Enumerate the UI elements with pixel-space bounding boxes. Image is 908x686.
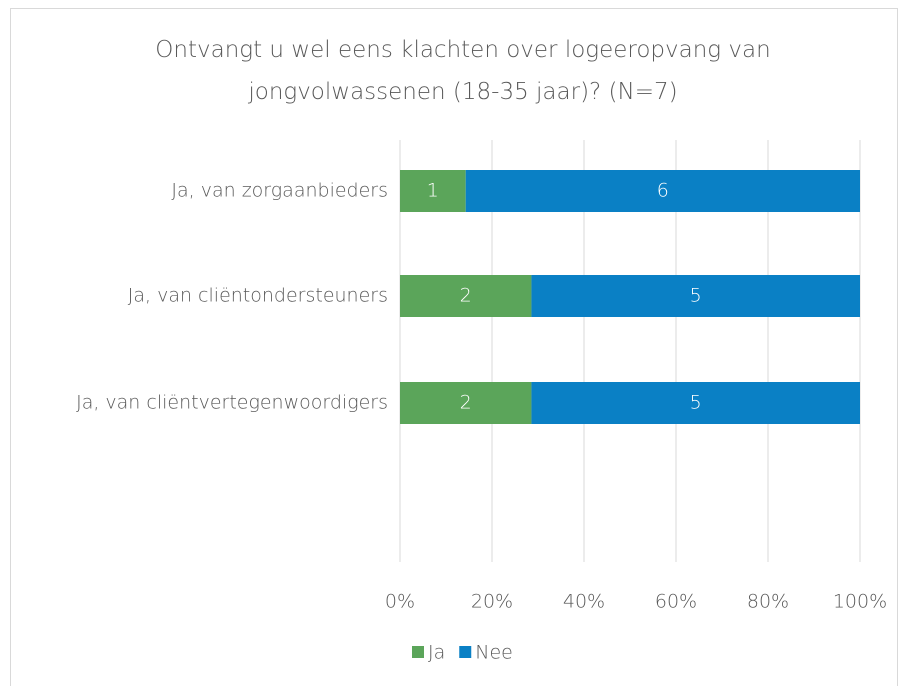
data-label: 2	[460, 392, 472, 414]
legend-label: Ja	[428, 642, 445, 664]
data-label: 1	[427, 180, 439, 202]
y-tick-label: Ja, van cliëntvertegenwoordigers	[76, 392, 388, 414]
x-tick-label: 20%	[471, 591, 513, 613]
title-line: Ontvangt u wel eens klachten over logeer…	[155, 37, 770, 63]
chart-border	[10, 8, 898, 686]
legend-label: Nee	[475, 642, 513, 664]
chart-title: Ontvangt u wel eens klachten over logeer…	[155, 37, 770, 105]
bar-segment	[400, 382, 532, 424]
bar-segment	[400, 275, 532, 317]
x-tick-label: 80%	[747, 591, 789, 613]
y-tick-label: Ja, van cliëntondersteuners	[128, 285, 388, 307]
bar-segment	[465, 170, 860, 212]
title-line: jongvolwassenen (18-35 jaar)? (N=7)	[247, 79, 677, 105]
x-tick-label: 100%	[833, 591, 887, 613]
data-label: 5	[690, 285, 702, 307]
bar-segment	[531, 275, 860, 317]
data-label: 2	[460, 285, 472, 307]
bar-segment	[400, 170, 466, 212]
x-tick-label: 40%	[563, 591, 605, 613]
data-label: 6	[657, 180, 669, 202]
data-label: 5	[690, 392, 702, 414]
x-tick-label: 60%	[655, 591, 697, 613]
legend-swatch	[459, 646, 472, 658]
bar-segment	[531, 382, 860, 424]
legend-swatch	[412, 646, 424, 658]
x-tick-label: 0%	[385, 591, 415, 613]
y-tick-label: Ja, van zorgaanbieders	[171, 180, 388, 202]
